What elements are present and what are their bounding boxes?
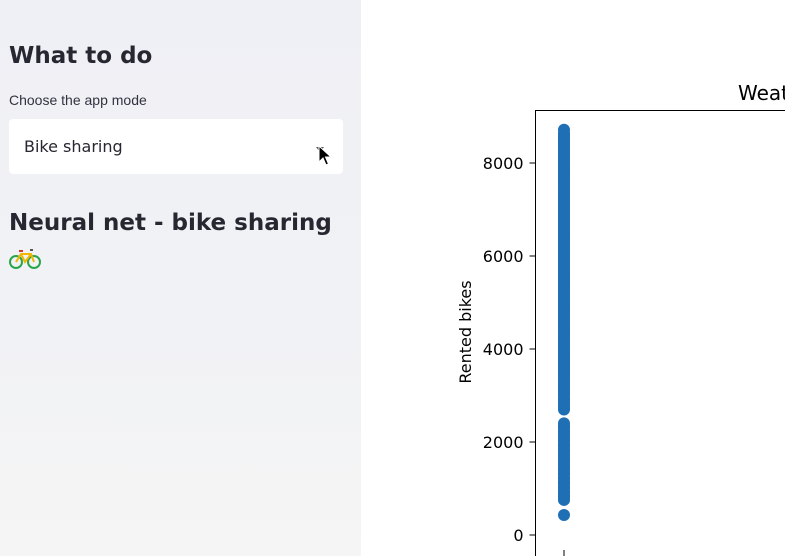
y-tick-label: 0	[513, 526, 523, 545]
page-subheading: Neural net - bike sharing	[9, 210, 332, 236]
main-content: 0 2000 4000 6000 8000 Weat Rented bikes	[361, 0, 785, 556]
y-tick-label: 4000	[483, 340, 524, 359]
mouse-cursor-icon	[318, 145, 332, 166]
scatter-chart: 0 2000 4000 6000 8000 Weat Rented bikes	[456, 81, 785, 556]
y-tick-label: 2000	[483, 433, 524, 452]
chart-title: Weat	[738, 81, 785, 105]
sidebar-heading: What to do	[9, 43, 153, 69]
y-tick-label: 8000	[483, 154, 524, 173]
y-axis-label: Rented bikes	[456, 280, 475, 383]
app-mode-select-value: Bike sharing	[24, 137, 123, 156]
data-point	[558, 123, 570, 136]
sidebar: What to do Choose the app mode Bike shar…	[0, 0, 361, 556]
bicycle-icon	[9, 249, 41, 269]
data-point	[558, 417, 570, 430]
y-tick-label: 6000	[483, 247, 524, 266]
plot-area-frame	[535, 110, 785, 556]
app-mode-label: Choose the app mode	[9, 92, 147, 108]
app-mode-select[interactable]: Bike sharing	[9, 119, 343, 174]
data-point	[558, 508, 570, 521]
